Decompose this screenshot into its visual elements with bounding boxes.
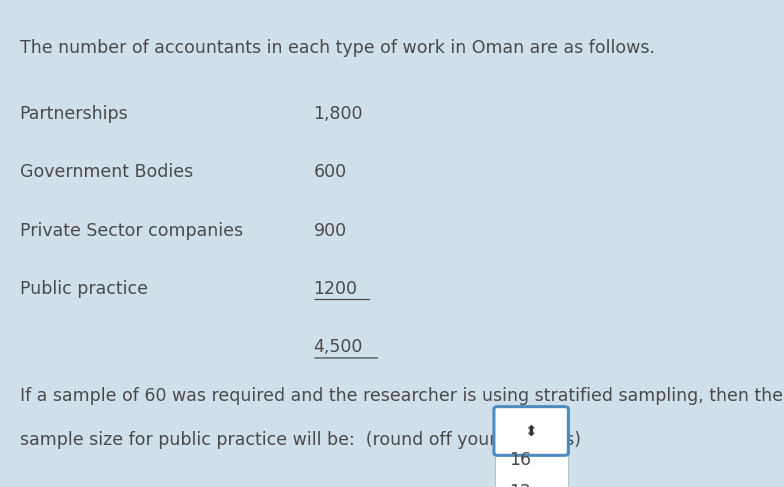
Text: 12: 12: [510, 484, 532, 487]
Text: Public practice: Public practice: [20, 280, 147, 298]
Text: Partnerships: Partnerships: [20, 105, 129, 123]
Text: 1,800: 1,800: [314, 105, 363, 123]
Text: sample size for public practice will be:  (round off your answers): sample size for public practice will be:…: [20, 431, 581, 449]
Text: If a sample of 60 was required and the researcher is using stratified sampling, : If a sample of 60 was required and the r…: [20, 387, 782, 405]
Text: Private Sector companies: Private Sector companies: [20, 222, 243, 240]
Text: 600: 600: [314, 163, 347, 181]
Text: Government Bodies: Government Bodies: [20, 163, 193, 181]
Text: 1200: 1200: [314, 280, 358, 298]
FancyBboxPatch shape: [494, 407, 568, 455]
Bar: [495, 453, 568, 480]
Text: The number of accountants in each type of work in Oman are as follows.: The number of accountants in each type o…: [20, 39, 655, 57]
Text: 4,500: 4,500: [314, 338, 363, 356]
Text: 16: 16: [510, 450, 532, 468]
Text: 900: 900: [314, 222, 347, 240]
Text: ⬍: ⬍: [524, 424, 538, 438]
Bar: [495, 443, 568, 487]
